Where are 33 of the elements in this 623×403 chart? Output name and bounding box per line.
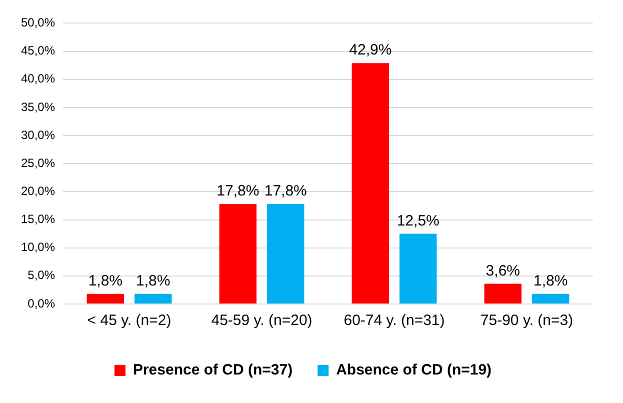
y-tick-label: 30,0% xyxy=(20,128,56,142)
legend-label: Presence of CD (n=37) xyxy=(132,362,293,379)
y-tick-label: 40,0% xyxy=(20,72,56,86)
bar xyxy=(352,63,390,304)
y-tick-label: 25,0% xyxy=(20,156,56,170)
data-label: 42,9% xyxy=(349,42,392,59)
y-tick-label: 20,0% xyxy=(20,184,56,198)
bar xyxy=(532,294,570,304)
y-tick-label: 50,0% xyxy=(20,16,56,30)
legend-label: Absence of CD (n=19) xyxy=(336,362,492,379)
bar xyxy=(400,234,437,304)
y-tick-label: 0,0% xyxy=(28,296,56,310)
bar xyxy=(134,294,172,304)
y-tick-label: 15,0% xyxy=(20,212,56,226)
data-label: 1,8% xyxy=(534,272,568,290)
y-tick-label: 10,0% xyxy=(20,240,56,254)
x-tick-label: 75-90 y. (n=3) xyxy=(480,312,574,330)
data-label: 1,8% xyxy=(88,272,123,290)
y-tick-label: 45,0% xyxy=(20,44,56,58)
data-label: 12,5% xyxy=(396,212,440,230)
y-tick-label: 35,0% xyxy=(20,100,56,114)
x-tick-label: 45-59 y. (n=20) xyxy=(211,312,312,330)
data-label: 17,8% xyxy=(264,182,307,200)
data-label: 1,8% xyxy=(136,272,170,290)
x-tick-label: 60-74 y. (n=31) xyxy=(344,312,445,330)
bar xyxy=(219,204,257,304)
data-label: 17,8% xyxy=(216,182,260,200)
data-label: 3,6% xyxy=(486,262,520,280)
bar xyxy=(484,284,522,304)
x-tick-label: < 45 y. (n=2) xyxy=(87,312,172,330)
y-tick-label: 5,0% xyxy=(28,268,56,282)
bar xyxy=(267,204,304,304)
bar xyxy=(86,294,124,304)
